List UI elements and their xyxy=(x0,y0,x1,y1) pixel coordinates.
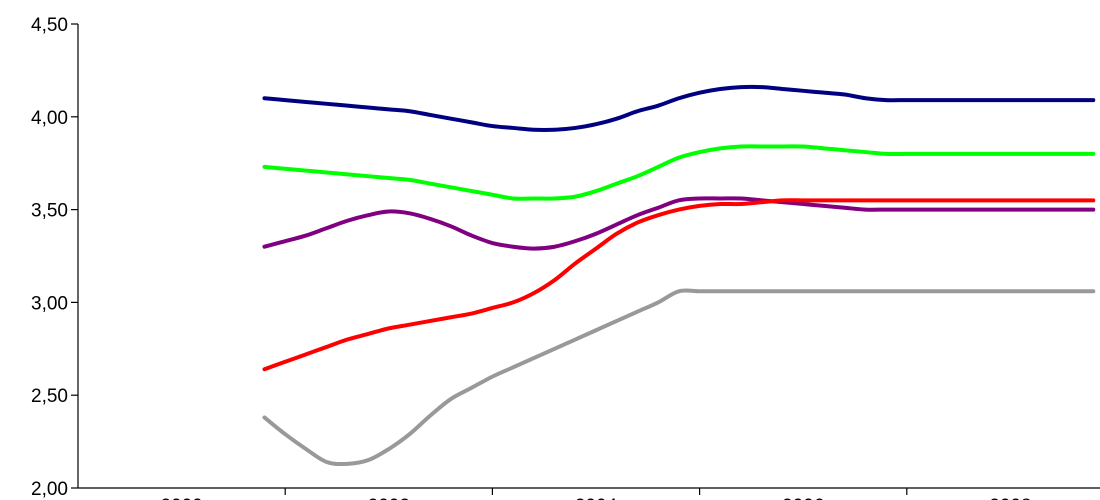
series-line-1 xyxy=(262,84,1096,133)
axes xyxy=(71,23,1100,495)
series-line-3 xyxy=(262,196,1096,251)
x-tick-label: 2004 xyxy=(575,496,618,500)
y-tick-label: 4,50 xyxy=(31,15,68,36)
x-tick-label: 2000 xyxy=(160,496,202,500)
y-tick-label: 2,50 xyxy=(31,386,68,407)
y-tick-label: 3,50 xyxy=(31,201,68,222)
x-tick-labels: 2000 2002 2004 2006 2008 xyxy=(160,496,1031,500)
y-tick-label: 3,00 xyxy=(31,293,68,314)
series-line-4 xyxy=(262,198,1096,372)
series-lines xyxy=(262,84,1096,467)
x-tick-label: 2006 xyxy=(782,496,824,500)
x-tick-label: 2002 xyxy=(368,496,410,500)
y-tick-label: 2,00 xyxy=(31,479,68,500)
y-tick-label: 4,00 xyxy=(31,108,68,129)
series-line-5 xyxy=(262,288,1096,467)
x-tick-label: 2008 xyxy=(989,496,1031,500)
y-tick-labels: 2,00 2,50 3,00 3,50 4,00 4,50 xyxy=(31,15,68,500)
series-line-2 xyxy=(262,144,1096,201)
